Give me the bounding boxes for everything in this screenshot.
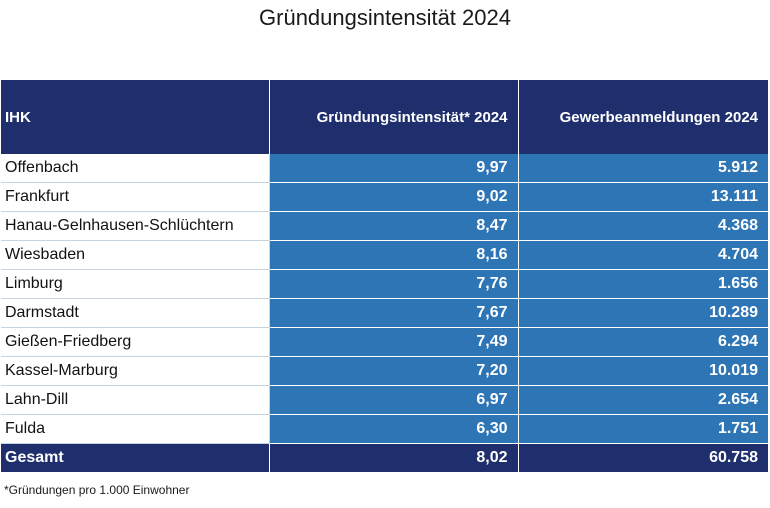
cell-ihk: Offenbach xyxy=(1,154,270,183)
cell-intensitaet: 7,76 xyxy=(269,269,519,299)
cell-intensitaet: 7,67 xyxy=(269,298,519,328)
cell-intensitaet: 8,47 xyxy=(269,211,519,241)
table-row: Frankfurt 9,02 13.111 xyxy=(1,182,768,212)
cell-ihk: Fulda xyxy=(1,414,270,444)
table-row: Darmstadt 7,67 10.289 xyxy=(1,298,768,328)
cell-ihk: Darmstadt xyxy=(1,298,270,328)
column-header-ihk: IHK xyxy=(1,80,270,154)
table-total-row: Gesamt 8,02 60.758 xyxy=(1,443,768,473)
total-anmeldungen: 60.758 xyxy=(518,443,768,473)
cell-intensitaet: 6,97 xyxy=(269,385,519,415)
cell-intensitaet: 8,16 xyxy=(269,240,519,270)
cell-ihk: Gießen-Friedberg xyxy=(1,327,270,357)
cell-anmeldungen: 10.289 xyxy=(518,298,768,328)
cell-anmeldungen: 4.704 xyxy=(518,240,768,270)
cell-intensitaet: 7,20 xyxy=(269,356,519,386)
cell-ihk: Limburg xyxy=(1,269,270,299)
table-row: Kassel-Marburg 7,20 10.019 xyxy=(1,356,768,386)
cell-anmeldungen: 6.294 xyxy=(518,327,768,357)
cell-anmeldungen: 13.111 xyxy=(518,182,768,212)
table-row: Hanau-Gelnhausen-Schlüchtern 8,47 4.368 xyxy=(1,211,768,241)
column-header-gruendungsintensitaet: Gründungsintensität* 2024 xyxy=(269,80,519,154)
page-title: Gründungsintensität 2024 xyxy=(259,5,511,30)
cell-anmeldungen: 2.654 xyxy=(518,385,768,415)
total-label: Gesamt xyxy=(1,443,270,473)
table-row: Gießen-Friedberg 7,49 6.294 xyxy=(1,327,768,357)
cell-intensitaet: 6,30 xyxy=(269,414,519,444)
table-header-row: IHK Gründungsintensität* 2024 Gewerbeanm… xyxy=(1,80,768,154)
cell-ihk: Wiesbaden xyxy=(1,240,270,270)
cell-anmeldungen: 10.019 xyxy=(518,356,768,386)
table-row: Fulda 6,30 1.751 xyxy=(1,414,768,444)
cell-anmeldungen: 4.368 xyxy=(518,211,768,241)
table-row: Limburg 7,76 1.656 xyxy=(1,269,768,299)
table-row: Lahn-Dill 6,97 2.654 xyxy=(1,385,768,415)
cell-anmeldungen: 5.912 xyxy=(518,154,768,183)
cell-ihk: Frankfurt xyxy=(1,182,270,212)
total-intensitaet: 8,02 xyxy=(269,443,519,473)
cell-ihk: Hanau-Gelnhausen-Schlüchtern xyxy=(1,211,270,241)
cell-intensitaet: 9,02 xyxy=(269,182,519,212)
cell-intensitaet: 7,49 xyxy=(269,327,519,357)
cell-anmeldungen: 1.751 xyxy=(518,414,768,444)
column-header-gewerbeanmeldungen: Gewerbeanmeldungen 2024 xyxy=(518,80,768,154)
cell-intensitaet: 9,97 xyxy=(269,154,519,183)
cell-anmeldungen: 1.656 xyxy=(518,269,768,299)
ihk-table: IHK Gründungsintensität* 2024 Gewerbeanm… xyxy=(1,80,768,473)
cell-ihk: Lahn-Dill xyxy=(1,385,270,415)
footnote: *Gründungen pro 1.000 Einwohner xyxy=(4,483,190,497)
table-row: Offenbach 9,97 5.912 xyxy=(1,154,768,183)
cell-ihk: Kassel-Marburg xyxy=(1,356,270,386)
table-row: Wiesbaden 8,16 4.704 xyxy=(1,240,768,270)
